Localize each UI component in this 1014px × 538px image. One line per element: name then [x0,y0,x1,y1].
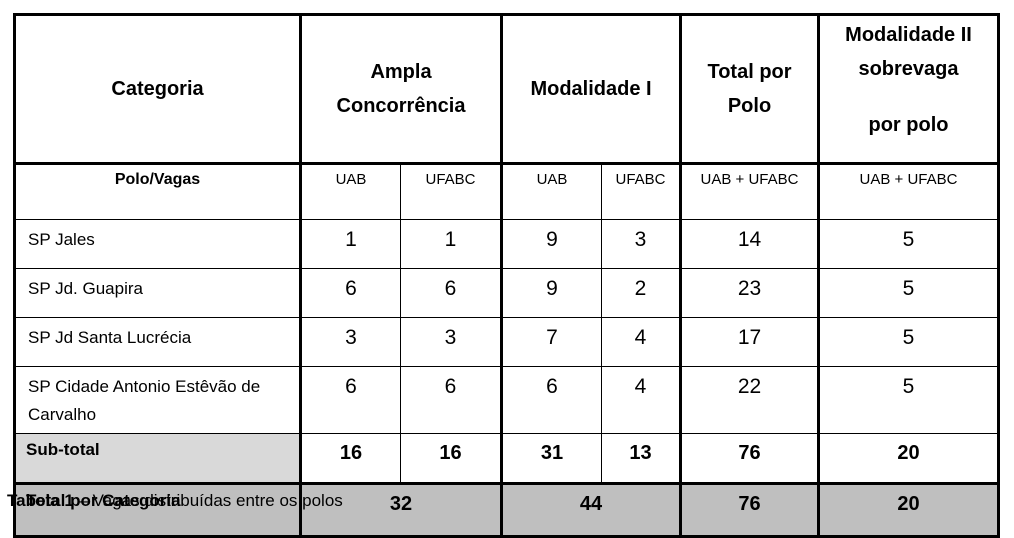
row-mod1-uab: 6 [501,366,602,434]
subheader-mod1-uab: UAB [501,163,602,220]
subtotal-total: 76 [680,433,820,485]
row-mod1-uab: 9 [501,268,602,318]
row-ampla-ufabc: 6 [400,366,503,434]
header-row: Categoria Ampla Concorrência Modalidade … [14,14,999,165]
row-total: 22 [680,366,820,434]
header-ampla-line1: Ampla [370,61,432,83]
row-ampla-ufabc: 3 [400,317,503,367]
total-categoria-total: 76 [680,483,820,537]
table-row: SP Jd. Guapira 6 6 9 2 23 5 [14,268,999,318]
header-mod2-line2: sobrevaga [858,58,959,80]
caption-text: – Vagas distribuídas entre os polos [73,491,343,510]
total-categoria-mod2: 20 [818,483,999,537]
row-ampla-uab: 3 [300,317,401,367]
row-total: 14 [680,219,820,269]
subtotal-ampla-ufabc: 16 [400,433,503,485]
row-mod1-ufabc: 4 [601,317,682,367]
caption-label: Tabela 1 [7,491,74,510]
subtotal-mod1-ufabc: 13 [601,433,682,485]
subheader-ampla-uab: UAB [300,163,401,220]
total-categoria-mod1: 44 [501,483,682,537]
row-mod1-ufabc: 4 [601,366,682,434]
row-ampla-ufabc: 6 [400,268,503,318]
subtotal-ampla-uab: 16 [300,433,401,485]
row-mod2: 5 [818,317,999,367]
header-modalidade-2: Modalidade II sobrevaga por polo [818,14,999,165]
row-ampla-uab: 6 [300,268,401,318]
header-mod2-line1: Modalidade II [845,24,972,46]
header-categoria: Categoria [14,14,302,165]
row-total: 23 [680,268,820,318]
header-total-line2: Polo [727,95,772,117]
header-ampla-line2: Concorrência [336,95,466,117]
row-total: 17 [680,317,820,367]
subtotal-mod2: 20 [818,433,999,485]
row-mod1-ufabc: 2 [601,268,682,318]
table-caption: Tabela 1 – Vagas distribuídas entre os p… [7,491,343,511]
subheader-modalidade2: UAB + UFABC [818,163,999,220]
row-mod2: 5 [818,268,999,318]
row-polo: SP Cidade Antonio Estêvão de Carvalho [14,366,302,434]
header-total-por-polo: Total por Polo [680,14,820,165]
row-mod1-uab: 7 [501,317,602,367]
row-polo: SP Jd. Guapira [14,268,302,318]
row-polo: SP Jd Santa Lucrécia [14,317,302,367]
row-mod1-ufabc: 3 [601,219,682,269]
subheader-polo-vagas: Polo/Vagas [14,163,302,220]
row-polo: SP Jales [14,219,302,269]
header-ampla-concorrencia: Ampla Concorrência [300,14,503,165]
row-ampla-uab: 6 [300,366,401,434]
row-ampla-uab: 1 [300,219,401,269]
subheader-row: Polo/Vagas UAB UFABC UAB UFABC UAB + UFA… [14,163,999,220]
subtotal-mod1-uab: 31 [501,433,602,485]
header-total-line1: Total por [707,61,792,83]
subtotal-row: Sub-total 16 16 31 13 76 20 [14,433,999,485]
row-mod1-uab: 9 [501,219,602,269]
subtotal-label: Sub-total [14,433,302,485]
row-mod2: 5 [818,366,999,434]
subheader-ampla-ufabc: UFABC [400,163,503,220]
table-row: SP Jd Santa Lucrécia 3 3 7 4 17 5 [14,317,999,367]
header-mod2-line3: por polo [868,114,949,136]
table-row: SP Jales 1 1 9 3 14 5 [14,219,999,269]
header-modalidade-1: Modalidade I [501,14,682,165]
table-row: SP Cidade Antonio Estêvão de Carvalho 6 … [14,366,999,434]
subheader-mod1-ufabc: UFABC [601,163,682,220]
row-mod2: 5 [818,219,999,269]
subheader-total-polo: UAB + UFABC [680,163,820,220]
vagas-table: Categoria Ampla Concorrência Modalidade … [13,13,1000,538]
row-ampla-ufabc: 1 [400,219,503,269]
